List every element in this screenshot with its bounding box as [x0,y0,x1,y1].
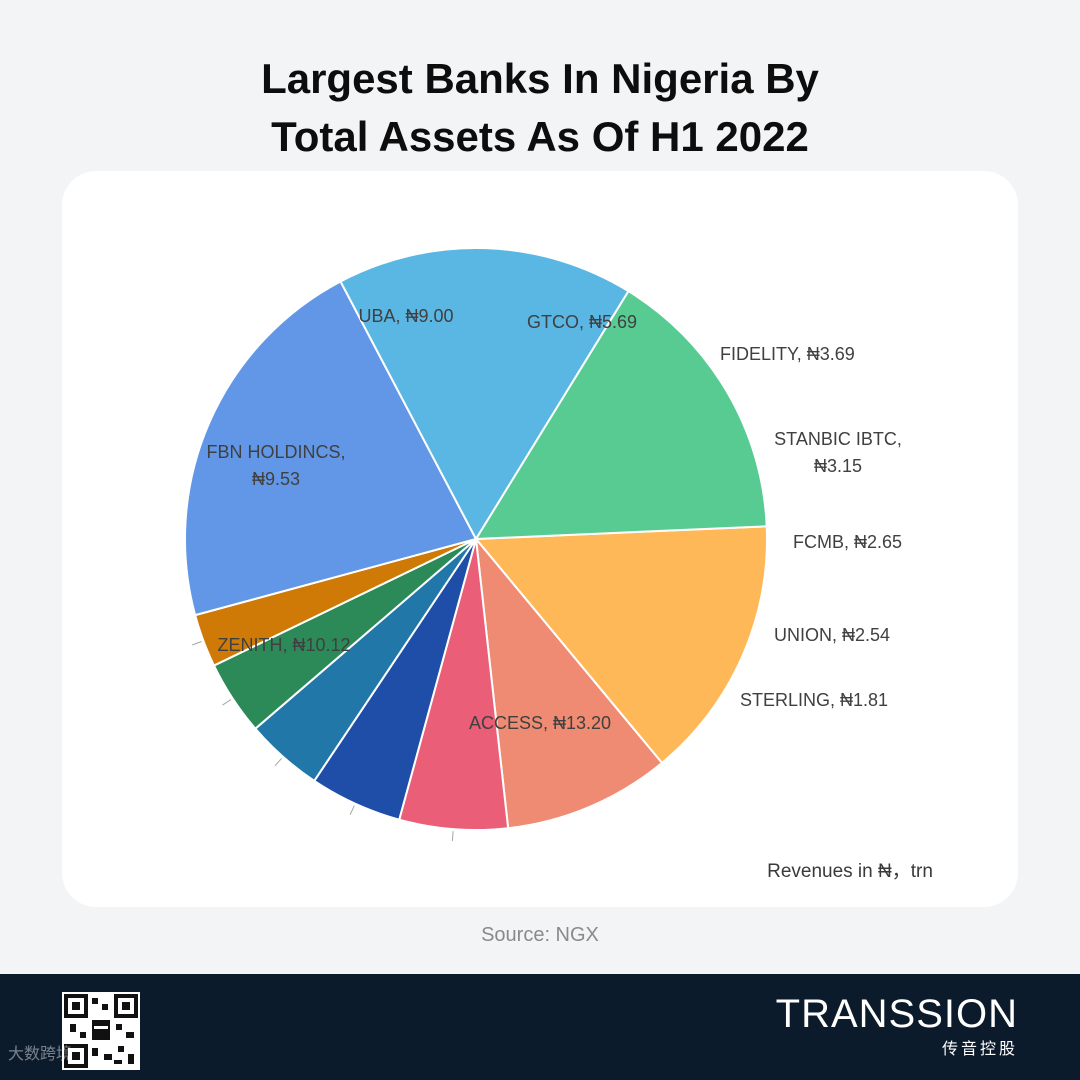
chart-title: Largest Banks In Nigeria By Total Assets… [0,50,1080,166]
slice-label-access: ACCESS, ₦13.20 [469,713,611,733]
pie-slice-uba [473,525,768,765]
slice-label-uba: UBA, ₦9.00 [358,306,453,326]
leader-line-sterling [191,641,202,646]
qr-code [62,992,140,1070]
slice-label-fbn-holdincs: FBN HOLDINCS, ₦9.53 [206,442,345,489]
leader-line-fcmb [274,757,283,767]
leader-line-stanbic-ibtc [349,805,355,815]
chart-title-line-2: Total Assets As Of H1 2022 [271,113,809,160]
slice-label-gtco: GTCO, ₦5.69 [527,312,637,332]
label-leader-lines [191,641,454,842]
source-note: Source: NGX [481,924,599,946]
slice-label-fidelity: FIDELITY, ₦3.69 [720,344,855,364]
leader-line-union [222,699,232,706]
leader-line-fidelity [451,831,454,842]
footer-bar: 大数跨境 TRANSSION 传音控股 [0,974,1080,1080]
brand-name: TRANSSION [775,992,1018,1036]
slice-label-union: UNION, ₦2.54 [774,625,890,645]
slice-label-fcmb: FCMB, ₦2.65 [793,532,902,552]
pie-slice-zenith [339,247,630,542]
slice-label-zenith: ZENITH, ₦10.12 [217,635,350,655]
pie-slice-gtco [474,535,664,830]
slice-labels: UBA, ₦9.00 GTCO, ₦5.69 FIDELITY, ₦3.69 STAN… [206,306,902,733]
slice-label-sterling: STERLING, ₦1.81 [740,690,888,710]
transsion-logo: TRANSSION 传音控股 [776,992,1018,1060]
units-note: Revenues in ₦，trn [767,861,933,882]
pie-slice-fbn-holdincs [474,289,768,541]
pie-slice-access [184,280,478,617]
brand-subtitle: 传音控股 [941,1039,1018,1058]
slice-label-stanbic-ibtc: STANBIC IBTC, ₦3.15 [774,429,902,476]
watermark-text: 大数跨境 [8,1044,73,1063]
chart-title-line-1: Largest Banks In Nigeria By [261,55,819,102]
pie-slices [184,247,768,831]
